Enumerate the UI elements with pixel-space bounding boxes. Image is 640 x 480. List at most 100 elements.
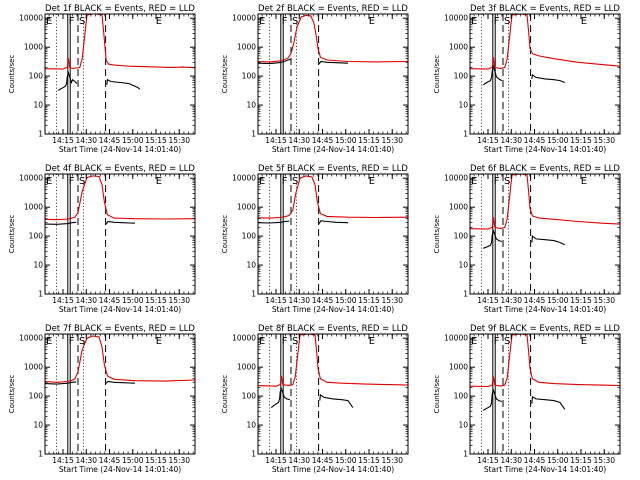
x-axis-label: Start Time (24-Nov-14 14:01:40) bbox=[484, 305, 606, 314]
x-axis-label: Start Time (24-Nov-14 14:01:40) bbox=[272, 465, 394, 474]
y-axis-label: Counts/sec bbox=[221, 215, 229, 254]
x-tick-label: 14:30 bbox=[500, 456, 522, 465]
chart-panel-3: Det 3f BLACK = Events, RED = LLD 1 10 100 10… bbox=[433, 4, 621, 154]
x-tick-label: 15:00 bbox=[122, 136, 144, 145]
y-tick-label: 10 bbox=[246, 261, 256, 270]
plot-frame bbox=[44, 13, 196, 135]
lld-series-line bbox=[44, 335, 196, 383]
x-tick-label: 15:15 bbox=[358, 136, 380, 145]
x-tick-label: 14:45 bbox=[312, 456, 334, 465]
x-tick-label: 14:30 bbox=[288, 456, 310, 465]
x-tick-label: 14:15 bbox=[265, 456, 287, 465]
event-marker-label: E bbox=[46, 16, 52, 27]
chart-panel-1: Det 1f BLACK = Events, RED = LLD 1 10 100 10… bbox=[8, 4, 196, 154]
event-marker-label: E bbox=[156, 176, 162, 187]
x-tick-label: 14:45 bbox=[99, 136, 121, 145]
x-tick-label: 14:45 bbox=[524, 136, 546, 145]
y-axis-label: Counts/sec bbox=[433, 215, 441, 254]
y-tick-label: 100 bbox=[242, 232, 257, 241]
x-axis-label: Start Time (24-Nov-14 14:01:40) bbox=[484, 145, 606, 154]
y-tick-label: 100 bbox=[454, 72, 469, 81]
y-tick-label: 100 bbox=[454, 392, 469, 401]
x-tick-label: 14:15 bbox=[52, 296, 74, 305]
y-tick-label: 10 bbox=[458, 421, 468, 430]
event-marker-label: E bbox=[471, 176, 477, 187]
event-marker-label: S bbox=[79, 176, 85, 187]
x-tick-label: 15:00 bbox=[122, 456, 144, 465]
x-tick-label: 15:30 bbox=[593, 456, 615, 465]
y-tick-label: 10 bbox=[246, 421, 256, 430]
event-marker-label: E bbox=[581, 16, 587, 27]
event-marker-label: F bbox=[282, 176, 288, 187]
x-tick-label: 15:15 bbox=[570, 296, 592, 305]
y-tick-label: 1000 bbox=[237, 203, 256, 212]
events-series-line bbox=[483, 229, 502, 249]
event-marker-label: S bbox=[292, 176, 298, 187]
events-series-line bbox=[531, 395, 566, 410]
y-tick-label: 10000 bbox=[444, 334, 468, 343]
y-axis-label: Counts/sec bbox=[8, 375, 16, 414]
event-marker-label: F bbox=[494, 16, 500, 27]
x-tick-label: 15:30 bbox=[593, 296, 615, 305]
y-tick-label: 10000 bbox=[444, 174, 468, 183]
y-tick-label: 10 bbox=[33, 261, 43, 270]
y-tick-label: 1000 bbox=[24, 363, 43, 372]
x-axis-label: Start Time (24-Nov-14 14:01:40) bbox=[59, 305, 181, 314]
y-tick-label: 1000 bbox=[237, 43, 256, 52]
event-marker-label: E bbox=[369, 336, 375, 347]
x-tick-label: 14:45 bbox=[524, 296, 546, 305]
x-tick-label: 15:15 bbox=[358, 456, 380, 465]
chart-panel-5: Det 5f BLACK = Events, RED = LLD 1 10 100 10… bbox=[221, 164, 409, 314]
y-tick-label: 1 bbox=[38, 290, 43, 299]
y-tick-label: 1 bbox=[251, 130, 256, 139]
y-tick-label: 1 bbox=[463, 290, 468, 299]
event-marker-label: E bbox=[471, 16, 477, 27]
events-series-line bbox=[105, 220, 136, 225]
event-marker-label: E bbox=[581, 176, 587, 187]
event-marker-label: S bbox=[292, 336, 298, 347]
event-marker-label: F bbox=[69, 16, 75, 27]
x-tick-label: 14:30 bbox=[288, 296, 310, 305]
y-tick-label: 10000 bbox=[19, 334, 43, 343]
x-tick-label: 15:15 bbox=[358, 296, 380, 305]
event-marker-label: F bbox=[282, 16, 288, 27]
event-marker-label: E bbox=[471, 336, 477, 347]
plot-frame bbox=[469, 13, 621, 135]
event-marker-label: E bbox=[259, 336, 265, 347]
y-axis-label: Counts/sec bbox=[221, 55, 229, 94]
x-axis-label: Start Time (24-Nov-14 14:01:40) bbox=[484, 465, 606, 474]
event-marker-label: F bbox=[494, 176, 500, 187]
events-series-line bbox=[482, 388, 502, 411]
y-tick-label: 1 bbox=[38, 130, 43, 139]
x-tick-label: 14:30 bbox=[288, 136, 310, 145]
chart-title: Det 3f BLACK = Events, RED = LLD bbox=[470, 4, 620, 14]
y-tick-label: 100 bbox=[29, 392, 44, 401]
x-tick-label: 14:30 bbox=[75, 296, 97, 305]
event-marker-label: S bbox=[504, 16, 510, 27]
event-marker-label: F bbox=[494, 336, 500, 347]
x-tick-label: 15:15 bbox=[145, 456, 167, 465]
x-tick-label: 14:45 bbox=[99, 296, 121, 305]
x-axis-label: Start Time (24-Nov-14 14:01:40) bbox=[272, 145, 394, 154]
event-marker-label: S bbox=[504, 176, 510, 187]
y-tick-label: 1 bbox=[251, 290, 256, 299]
x-tick-label: 14:15 bbox=[477, 136, 499, 145]
events-series-line bbox=[318, 220, 349, 225]
event-marker-label: F bbox=[69, 176, 75, 187]
chart-title: Det 1f BLACK = Events, RED = LLD bbox=[45, 4, 195, 14]
chart-title: Det 2f BLACK = Events, RED = LLD bbox=[258, 4, 408, 14]
y-tick-label: 1 bbox=[463, 450, 468, 459]
event-marker-label: E bbox=[156, 16, 162, 27]
x-tick-label: 15:15 bbox=[570, 456, 592, 465]
y-tick-label: 100 bbox=[242, 392, 257, 401]
y-axis-label: Counts/sec bbox=[433, 375, 441, 414]
chart-title: Det 8f BLACK = Events, RED = LLD bbox=[258, 324, 408, 334]
y-tick-label: 1000 bbox=[237, 363, 256, 372]
x-tick-label: 14:30 bbox=[75, 136, 97, 145]
event-marker-label: E bbox=[369, 176, 375, 187]
events-series-line bbox=[531, 73, 566, 84]
chart-panel-7: Det 7f BLACK = Events, RED = LLD 1 10 100 10… bbox=[8, 324, 196, 474]
y-axis-label: Counts/sec bbox=[8, 55, 16, 94]
event-marker-label: E bbox=[369, 16, 375, 27]
x-axis-label: Start Time (24-Nov-14 14:01:40) bbox=[59, 465, 181, 474]
